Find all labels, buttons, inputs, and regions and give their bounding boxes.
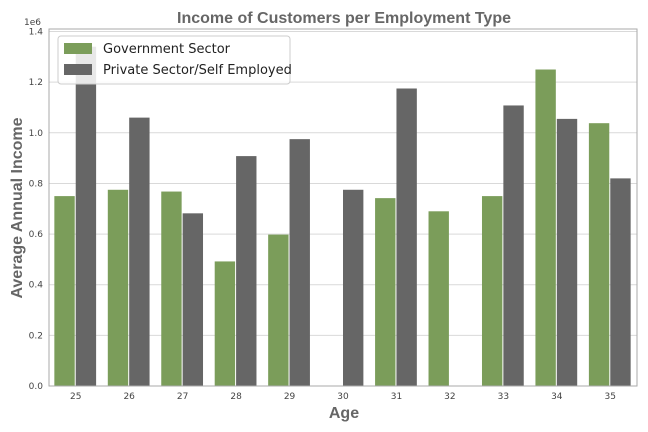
bar (268, 234, 289, 386)
y-tick-label: 0.2 (29, 331, 43, 341)
bar (396, 88, 417, 386)
bar (610, 178, 631, 386)
x-tick-label: 30 (337, 392, 349, 402)
x-tick-label: 31 (391, 392, 402, 402)
y-axis-label: Average Annual Income (9, 117, 26, 298)
y-tick-label: 1.2 (29, 78, 43, 88)
legend: Government Sector Private Sector/Self Emp… (57, 35, 292, 85)
bar (107, 189, 129, 386)
x-tick-label: 29 (284, 392, 296, 402)
legend-swatch (64, 43, 92, 54)
y-tick-label: 0.0 (29, 382, 44, 392)
plot-frame (48, 28, 638, 387)
x-tick-label: 32 (444, 392, 455, 402)
x-tick-label: 35 (605, 392, 616, 402)
bar (214, 261, 236, 386)
bar (161, 191, 182, 386)
bar (54, 196, 75, 386)
y-tick-label: 0.6 (29, 230, 44, 240)
bar (428, 211, 449, 386)
y-tick-label: 1.0 (29, 129, 44, 139)
legend-label: Government Sector (103, 42, 231, 57)
legend-label: Private Sector/Self Employed (103, 63, 292, 78)
y-tick-label: 1.4 (29, 28, 44, 38)
x-tick-label: 34 (551, 392, 563, 402)
y-axis-multiplier: 1e6 (24, 18, 41, 28)
y-tick-label: 0.8 (29, 179, 44, 189)
legend-frame (57, 35, 291, 85)
bar (556, 118, 578, 386)
x-tick-label: 26 (123, 392, 135, 402)
x-tick-label: 33 (498, 392, 509, 402)
x-tick-label: 25 (70, 392, 81, 402)
bar (289, 139, 310, 386)
x-axis-label: Age (329, 405, 359, 422)
x-tick-label: 27 (177, 392, 188, 402)
y-tick-label: 0.4 (29, 281, 44, 291)
bar (236, 156, 257, 386)
bar (375, 198, 396, 386)
bars (54, 46, 631, 387)
bar (588, 123, 610, 387)
legend-swatch (64, 64, 92, 75)
axis-ticks: 0.0 0.2 0.4 0.6 0.8 1.0 1.2 1.4 25 26 27 28 29 30 31 32… (29, 28, 616, 402)
bar (503, 105, 524, 386)
x-tick-label: 28 (230, 392, 242, 402)
bar (75, 46, 97, 387)
bar (182, 213, 204, 386)
bar (535, 69, 556, 387)
chart-title: Income of Customers per Employment Type (177, 10, 511, 27)
bar (481, 196, 503, 386)
bar (343, 189, 364, 386)
bar (129, 117, 150, 387)
